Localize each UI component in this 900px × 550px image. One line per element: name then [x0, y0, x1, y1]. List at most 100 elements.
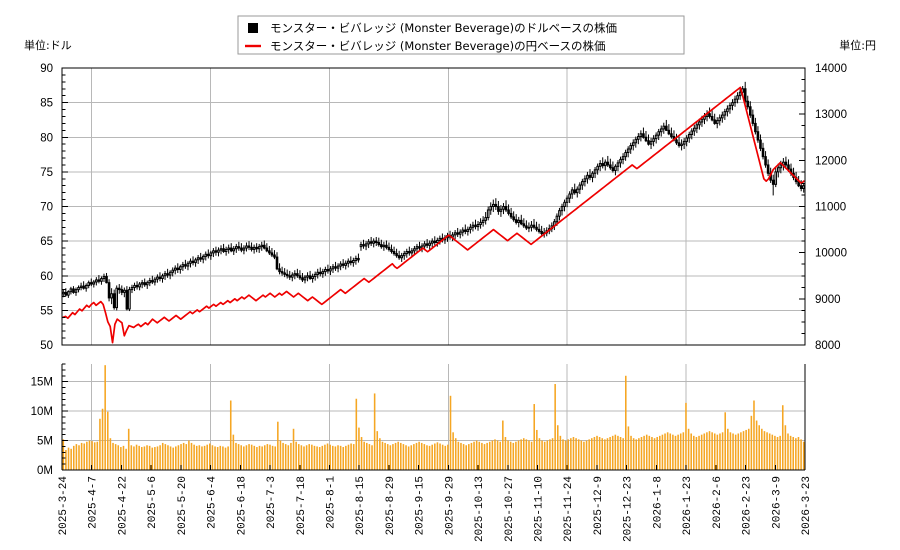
candle-body [374, 240, 378, 244]
volume-bar [324, 444, 326, 470]
candle-body [344, 262, 348, 266]
volume-bar [86, 441, 88, 470]
candle-body [527, 226, 531, 229]
left-tick-label: 70 [40, 202, 53, 214]
volume-bar [198, 445, 201, 470]
candle-body [143, 282, 146, 286]
volume-bar [263, 445, 266, 470]
candle-body [776, 167, 780, 173]
candle-body [598, 163, 602, 167]
candle-body [723, 111, 727, 116]
volume-bar [389, 445, 392, 470]
x-tick-label: 2026-1-23 [682, 476, 694, 535]
candle-body [484, 217, 487, 221]
volume-bar [549, 439, 551, 470]
volume-bar [413, 444, 415, 470]
candle-body [700, 118, 704, 123]
volume-bar [787, 433, 789, 470]
volume-bar [556, 425, 559, 470]
volume-bar [229, 400, 232, 470]
volume-bar [376, 431, 379, 470]
volume-bar [305, 445, 308, 470]
candle-body [537, 228, 541, 232]
candle-body [670, 133, 673, 138]
volume-bar [611, 435, 614, 470]
volume-bar [776, 437, 779, 470]
volume-bar [494, 439, 496, 470]
x-tick-label: 2025-7-18 [296, 476, 308, 535]
candle-body [179, 266, 182, 271]
volume-bar [449, 395, 452, 470]
candle-body [77, 287, 80, 291]
candle-body [754, 122, 757, 133]
volume-bar [781, 405, 784, 470]
volume-bar [227, 446, 229, 470]
volume-bar [525, 439, 528, 470]
candle-body [532, 224, 536, 228]
candle-body [425, 243, 429, 246]
candle-body [92, 281, 96, 285]
volume-bar [96, 441, 99, 470]
volume-bar [219, 445, 222, 470]
volume-bar [800, 439, 802, 470]
volume-bar [65, 449, 67, 470]
candle-body [293, 273, 297, 276]
volume-bar [243, 446, 245, 470]
x-tick-label: 2025-9-15 [415, 476, 427, 535]
candle-body [611, 167, 615, 171]
volume-bar [358, 427, 360, 470]
candle-body [296, 273, 299, 277]
volume-bar [368, 444, 371, 470]
volume-bar [156, 446, 159, 470]
candle-body [84, 284, 88, 289]
volume-bar [792, 437, 795, 470]
candle-body [79, 285, 83, 289]
volume-bar [428, 445, 431, 470]
candle-body [334, 266, 337, 269]
volume-bar [352, 444, 355, 470]
volume-bar [583, 441, 585, 470]
candle-body [593, 169, 597, 174]
x-tick-label: 2025-8-15 [355, 476, 367, 535]
volume-bar [559, 435, 562, 470]
volume-bar [766, 432, 768, 470]
volume-bar [452, 432, 454, 470]
volume-bar [180, 444, 182, 470]
volume-bar [462, 444, 465, 470]
volume-bar [475, 440, 478, 470]
candle-body [624, 151, 627, 158]
candle-body [329, 268, 332, 272]
candle-body [285, 273, 289, 277]
candle-body [278, 268, 281, 273]
candle-body [173, 267, 177, 271]
volume-bar [222, 446, 224, 470]
volume-bar [342, 447, 345, 470]
volume-bar [672, 434, 674, 470]
volume-bar [771, 434, 774, 470]
candle-body [525, 225, 528, 229]
volume-bar [713, 433, 716, 470]
candle-body [168, 271, 172, 276]
candle-body [112, 293, 116, 309]
candle-body [354, 257, 358, 262]
candle-body [489, 206, 493, 211]
volume-bar [802, 441, 805, 470]
candle-body [779, 164, 783, 169]
x-tick-label: 2025-11-10 [534, 476, 546, 542]
candle-body [568, 193, 571, 199]
candle-body [748, 106, 752, 116]
volume-bar [737, 433, 740, 470]
candle-body [145, 282, 149, 286]
volume-bar [439, 443, 441, 470]
candle-body [428, 242, 431, 246]
legend-square-marker-icon [248, 23, 258, 33]
candle-body [507, 209, 510, 214]
volume-bar [250, 444, 253, 470]
candle-body [331, 266, 335, 270]
candle-body [560, 206, 564, 212]
volume-bar [685, 402, 687, 470]
candle-body [662, 125, 666, 130]
candle-body [474, 224, 477, 228]
candle-body [631, 142, 635, 147]
